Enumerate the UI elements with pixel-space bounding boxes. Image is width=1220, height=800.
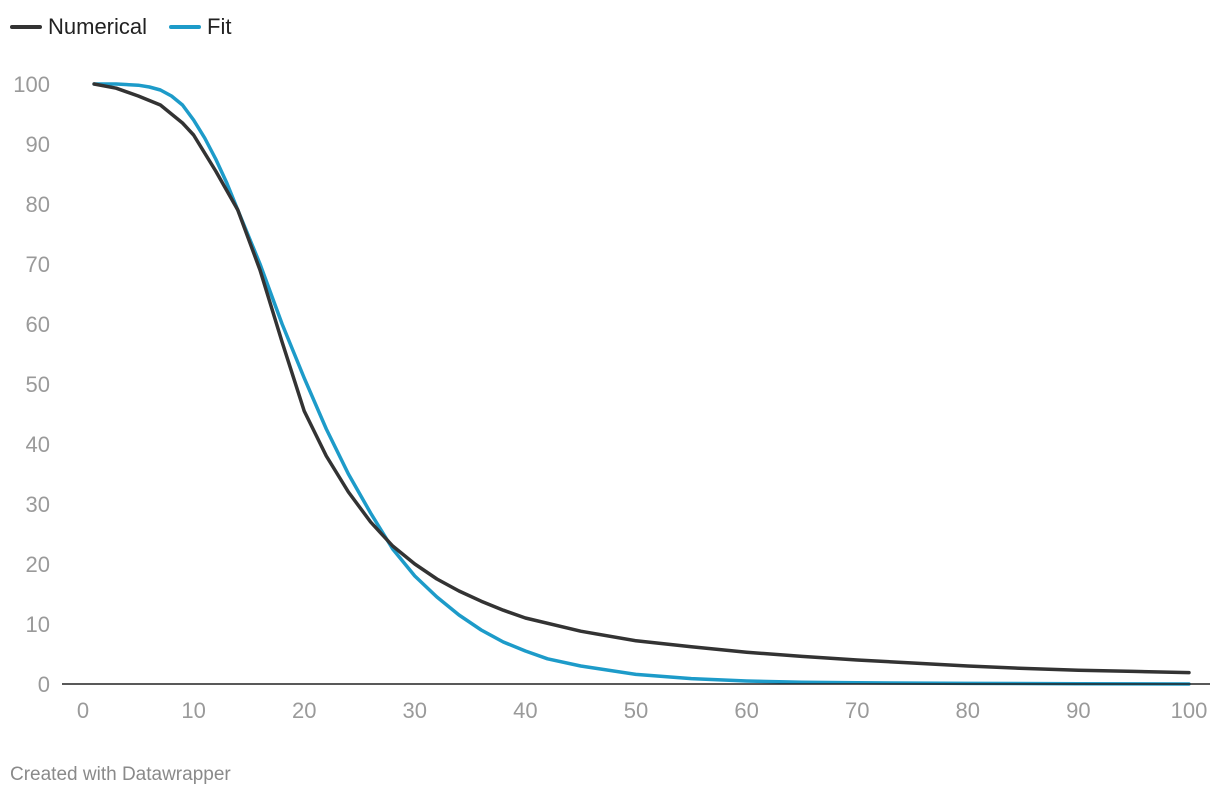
legend: Numerical Fit bbox=[10, 14, 231, 40]
y-tick-label: 50 bbox=[26, 372, 50, 397]
series-line-numerical bbox=[92, 82, 1191, 675]
x-tick-label: 40 bbox=[513, 698, 537, 723]
x-tick-label: 20 bbox=[292, 698, 316, 723]
x-tick-label: 50 bbox=[624, 698, 648, 723]
y-tick-label: 90 bbox=[26, 132, 50, 157]
legend-item-fit: Fit bbox=[169, 14, 231, 40]
legend-label-fit: Fit bbox=[207, 14, 232, 39]
y-tick-label: 30 bbox=[26, 492, 50, 517]
y-tick-label: 40 bbox=[26, 432, 50, 457]
legend-swatch-numerical bbox=[10, 25, 42, 29]
legend-label-numerical: Numerical bbox=[48, 14, 148, 39]
legend-swatch-fit bbox=[169, 25, 202, 29]
y-tick-label: 0 bbox=[38, 672, 50, 697]
y-tick-label: 70 bbox=[26, 252, 50, 277]
x-tick-label: 60 bbox=[734, 698, 758, 723]
footer-credit: Created with Datawrapper bbox=[10, 764, 231, 785]
legend-item-numerical: Numerical bbox=[10, 14, 147, 40]
x-tick-label: 80 bbox=[956, 698, 980, 723]
y-tick-label: 80 bbox=[26, 192, 50, 217]
y-tick-label: 60 bbox=[26, 312, 50, 337]
y-tick-label: 20 bbox=[26, 552, 50, 577]
y-tick-label: 10 bbox=[26, 612, 50, 637]
y-tick-label: 100 bbox=[13, 72, 50, 97]
x-tick-label: 70 bbox=[845, 698, 869, 723]
x-tick-label: 0 bbox=[77, 698, 89, 723]
x-tick-label: 100 bbox=[1171, 698, 1208, 723]
x-tick-label: 90 bbox=[1066, 698, 1090, 723]
series-line-fit bbox=[92, 82, 1191, 686]
x-tick-label: 10 bbox=[181, 698, 205, 723]
x-tick-label: 30 bbox=[403, 698, 427, 723]
